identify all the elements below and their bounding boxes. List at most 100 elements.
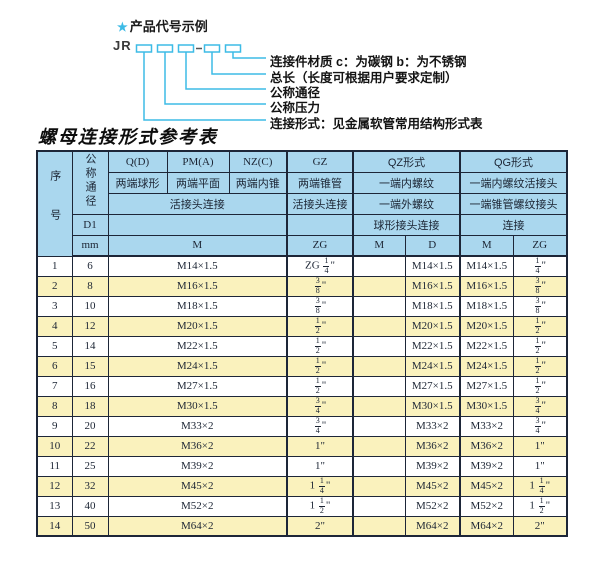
header-qz-desc: 一端内螺纹	[352, 171, 461, 194]
header-qg-m: M	[459, 234, 514, 257]
cell-qz-m	[352, 455, 406, 477]
cell-qg-zg: 3 8 "	[512, 275, 568, 297]
table-title: 螺母连接形式参考表	[38, 127, 218, 148]
cell-m-thread: M64×2	[107, 515, 288, 537]
code-label-material: 连接件材质 c：为碳钢 b：为不锈钢	[270, 55, 467, 69]
cell-qg-zg: 2"	[512, 515, 568, 537]
cell-seq: 13	[36, 495, 73, 517]
cell-seq: 7	[36, 375, 73, 397]
cell-dn-mm: 25	[71, 455, 109, 477]
header-q-desc: 两端球形	[107, 171, 168, 194]
cell-m-thread: M24×1.5	[107, 355, 288, 377]
cell-gz-zg: 3 4 "	[286, 395, 354, 417]
connector-line	[185, 52, 266, 90]
header-seq: 序号	[36, 150, 73, 257]
header-blank-left	[107, 213, 288, 236]
product-code-example-text: 产品代号示例	[129, 19, 208, 34]
cell-m-thread: M52×2	[107, 495, 288, 517]
table-row: 14 50 M64×2 2" M64×2 M64×2 2"	[36, 515, 568, 537]
cell-qz-d: M22×1.5	[404, 335, 461, 357]
header-zg: ZG	[286, 234, 354, 257]
cell-qg-zg: 1 4 "	[512, 255, 568, 277]
cell-qz-d: M24×1.5	[404, 355, 461, 377]
header-form-q: Q(D)	[107, 150, 168, 173]
cell-qg-zg: 1"	[512, 455, 568, 477]
cell-gz-zg: 3 4 "	[286, 415, 354, 437]
cell-m-thread: M16×1.5	[107, 275, 288, 297]
cell-gz-zg: 1"	[286, 435, 354, 457]
table-row: 6 15 M24×1.5 1 2 " M24×1.5 M24×1.5 1 2 "	[36, 355, 568, 377]
connector-line	[143, 52, 266, 121]
header-qz-d: D	[404, 234, 461, 257]
header-qg-desc: 一端内螺纹活接头	[459, 171, 568, 194]
cell-qz-d: M27×1.5	[404, 375, 461, 397]
cell-gz-zg: 1"	[286, 455, 354, 477]
table-row: 4 12 M20×1.5 1 2 " M20×1.5 M20×1.5 1 2 "	[36, 315, 568, 337]
header-pm-desc: 两端平面	[166, 171, 230, 194]
star-icon: ★	[117, 20, 128, 34]
cell-qg-m: M33×2	[459, 415, 514, 437]
table-body: 1 6 M14×1.5 ZG 1 4 " M14×1.5 M14×1.5 1 4 " 2…	[36, 255, 568, 537]
header-union-connection: 活接头连接	[107, 192, 288, 215]
cell-qg-m: M36×2	[459, 435, 514, 457]
cell-m-thread: M18×1.5	[107, 295, 288, 317]
cell-gz-zg: ZG 1 4 "	[286, 255, 354, 277]
cell-gz-zg: 1 2 "	[286, 335, 354, 357]
cell-dn-mm: 16	[71, 375, 109, 397]
table-row: 1 6 M14×1.5 ZG 1 4 " M14×1.5 M14×1.5 1 4 "	[36, 255, 568, 277]
table-row: 7 16 M27×1.5 1 2 " M27×1.5 M27×1.5 1 2 "	[36, 375, 568, 397]
cell-seq: 1	[36, 255, 73, 277]
header-gz-connection: 活接头连接	[286, 192, 354, 215]
code-box	[156, 44, 174, 53]
cell-seq: 8	[36, 395, 73, 417]
cell-qg-zg: 3 8 "	[512, 295, 568, 317]
cell-qz-m	[352, 315, 406, 337]
table-row: 2 8 M16×1.5 3 8 " M16×1.5 M16×1.5 3 8 "	[36, 275, 568, 297]
table-row: 13 40 M52×2 1 1 2 " M52×2 M52×2 1 1 2 "	[36, 495, 568, 517]
cell-qz-d: M20×1.5	[404, 315, 461, 337]
cell-dn-mm: 18	[71, 395, 109, 417]
header-form-pm: PM(A)	[166, 150, 230, 173]
code-label-length: 总长（长度可根据用户要求定制）	[270, 71, 458, 85]
table-header: 序号 公称通径 Q(D) PM(A) NZ(C) GZ QZ形式 QG形式 两端…	[36, 150, 568, 257]
cell-qg-m: M27×1.5	[459, 375, 514, 397]
cell-qg-m: M45×2	[459, 475, 514, 497]
cell-m-thread: M27×1.5	[107, 375, 288, 397]
cell-gz-zg: 1 2 "	[286, 315, 354, 337]
cell-qz-d: M14×1.5	[404, 255, 461, 277]
cell-seq: 6	[36, 355, 73, 377]
cell-qz-d: M52×2	[404, 495, 461, 517]
cell-qg-zg: 1"	[512, 435, 568, 457]
cell-dn-mm: 8	[71, 275, 109, 297]
cell-qg-m: M18×1.5	[459, 295, 514, 317]
product-code-example-title: ★ 产品代号示例	[117, 16, 208, 35]
connector-line	[164, 52, 266, 105]
cell-dn-mm: 50	[71, 515, 109, 537]
cell-qg-m: M39×2	[459, 455, 514, 477]
cell-qz-m	[352, 435, 406, 457]
code-label-diameter: 公称通径	[270, 86, 321, 100]
cell-qz-m	[352, 475, 406, 497]
cell-qg-zg: 1 1 4 "	[512, 475, 568, 497]
cell-qg-m: M14×1.5	[459, 255, 514, 277]
cell-qz-m	[352, 515, 406, 537]
header-qz-m: M	[352, 234, 406, 257]
cell-m-thread: M33×2	[107, 415, 288, 437]
code-box	[203, 44, 221, 53]
cell-seq: 3	[36, 295, 73, 317]
cell-seq: 10	[36, 435, 73, 457]
cell-m-thread: M20×1.5	[107, 315, 288, 337]
cell-qz-d: M39×2	[404, 455, 461, 477]
table-row: 10 22 M36×2 1" M36×2 M36×2 1"	[36, 435, 568, 457]
header-mm: mm	[71, 234, 109, 257]
table-row: 9 20 M33×2 3 4 " M33×2 M33×2 3 4 "	[36, 415, 568, 437]
cell-qg-zg: 1 2 "	[512, 355, 568, 377]
cell-gz-zg: 3 8 "	[286, 275, 354, 297]
header-qg-taper-joint: 一端锥管螺纹接头	[459, 192, 568, 215]
cell-gz-zg: 2"	[286, 515, 354, 537]
cell-dn-mm: 12	[71, 315, 109, 337]
cell-m-thread: M45×2	[107, 475, 288, 497]
cell-qz-d: M30×1.5	[404, 395, 461, 417]
cell-dn-mm: 20	[71, 415, 109, 437]
